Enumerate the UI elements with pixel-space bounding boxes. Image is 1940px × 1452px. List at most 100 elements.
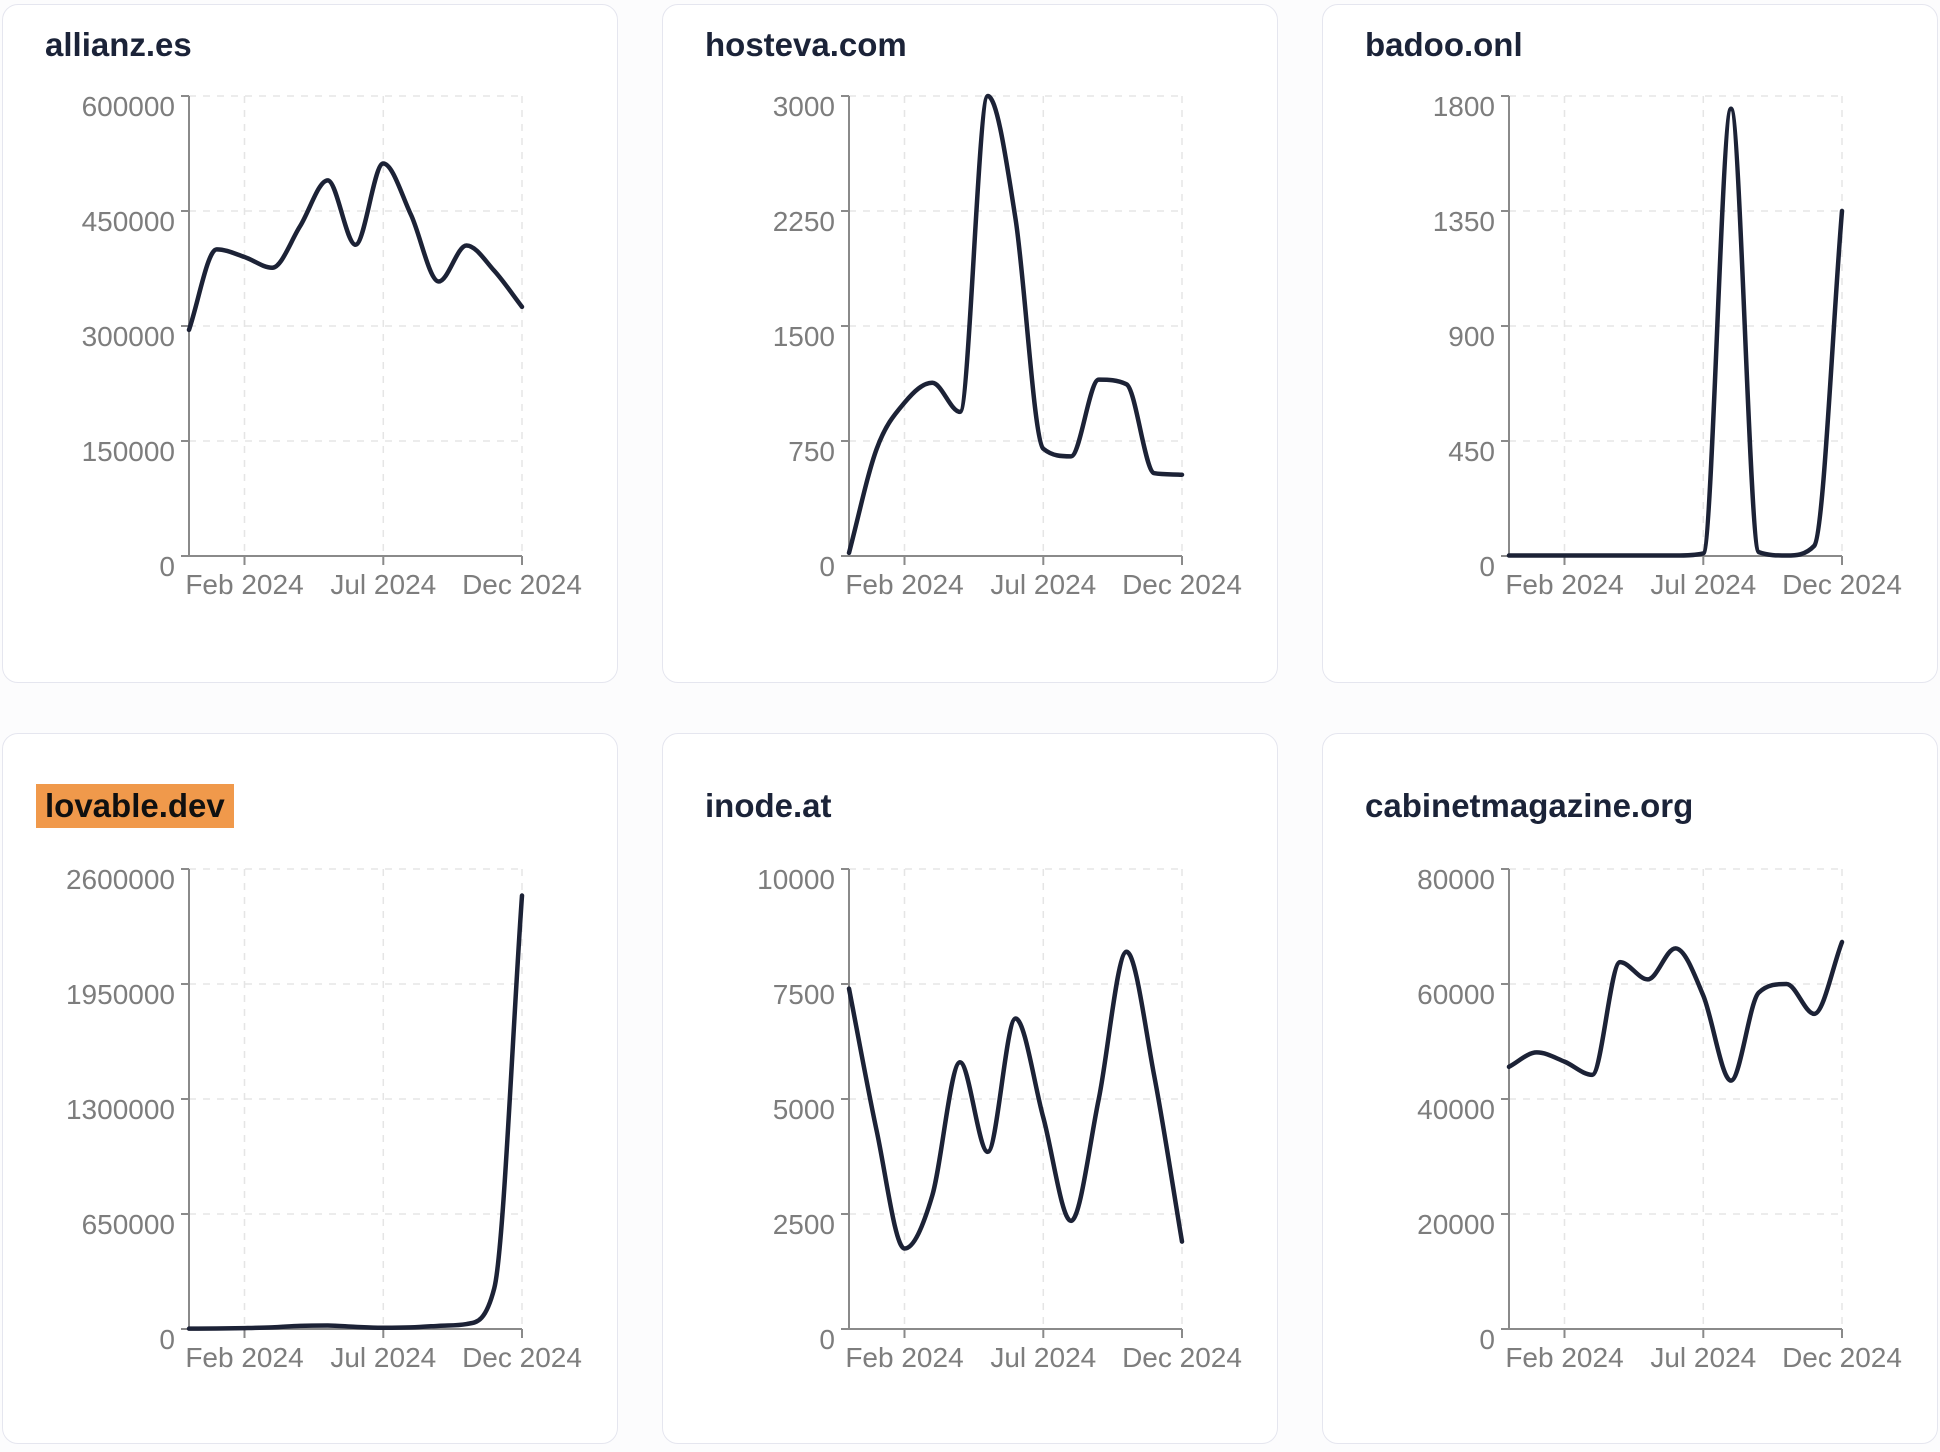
svg-text:Feb 2024: Feb 2024: [845, 1342, 963, 1373]
domain-name-label: badoo.onl: [1365, 26, 1523, 63]
card-title: lovable.dev: [36, 784, 617, 828]
svg-text:0: 0: [1479, 1324, 1495, 1355]
chart-card-lovable-dev: lovable.dev 0 650000 1300000 1950000 2600000…: [2, 733, 618, 1444]
svg-text:Feb 2024: Feb 2024: [1505, 1342, 1623, 1373]
gridlines: [1509, 868, 1843, 1329]
svg-text:Dec 2024: Dec 2024: [1122, 569, 1242, 600]
svg-text:0: 0: [1479, 551, 1495, 582]
svg-text:1800: 1800: [1433, 91, 1495, 122]
svg-text:0: 0: [159, 551, 175, 582]
x-tick-labels: Feb 2024 Jul 2024 Dec 2024: [185, 569, 582, 600]
svg-text:450: 450: [1448, 436, 1495, 467]
svg-text:Feb 2024: Feb 2024: [1505, 569, 1623, 600]
svg-text:Dec 2024: Dec 2024: [1122, 1342, 1242, 1373]
x-tick-labels: Feb 2024 Jul 2024 Dec 2024: [845, 1342, 1242, 1373]
x-tick-labels: Feb 2024 Jul 2024 Dec 2024: [845, 569, 1242, 600]
svg-text:Jul 2024: Jul 2024: [1650, 569, 1756, 600]
card-title: allianz.es: [45, 26, 617, 64]
svg-text:0: 0: [159, 1324, 175, 1355]
y-tick-labels: 0 650000 1300000 1950000 2600000: [66, 864, 175, 1355]
axes: [841, 868, 1183, 1338]
svg-text:1350: 1350: [1433, 206, 1495, 237]
line-chart: 0 20000 40000 60000 80000 Feb 2024 Jul 2024 Dec…: [1323, 839, 1937, 1439]
gridlines: [849, 95, 1183, 556]
line-chart-svg: 0 150000 300000 450000 600000 Feb 2024 Jul 202…: [82, 91, 582, 600]
svg-text:2500: 2500: [773, 1209, 835, 1240]
card-title: cabinetmagazine.org: [1365, 787, 1937, 825]
svg-text:80000: 80000: [1417, 864, 1495, 895]
svg-text:Jul 2024: Jul 2024: [330, 569, 436, 600]
y-tick-labels: 0 2500 5000 7500 10000: [757, 864, 835, 1355]
svg-text:650000: 650000: [82, 1209, 175, 1240]
x-tick-labels: Feb 2024 Jul 2024 Dec 2024: [185, 1342, 582, 1373]
trend-line: [846, 949, 1185, 1251]
svg-text:7500: 7500: [773, 979, 835, 1010]
svg-text:Feb 2024: Feb 2024: [845, 569, 963, 600]
trend-line: [1506, 106, 1845, 558]
card-title: inode.at: [705, 787, 1277, 825]
x-tick-labels: Feb 2024 Jul 2024 Dec 2024: [1505, 1342, 1902, 1373]
domain-name-label: inode.at: [705, 787, 832, 824]
svg-text:2600000: 2600000: [66, 864, 175, 895]
svg-text:5000: 5000: [773, 1094, 835, 1125]
svg-text:Feb 2024: Feb 2024: [185, 569, 303, 600]
chart-card-badoo-onl: badoo.onl 0 450 900 1350 1800 Feb 2024 Jul 202…: [1322, 4, 1938, 683]
svg-text:Jul 2024: Jul 2024: [330, 1342, 436, 1373]
charts-row-2: lovable.dev 0 650000 1300000 1950000 2600000…: [2, 733, 1938, 1444]
line-chart: 0 650000 1300000 1950000 2600000 Feb 2024 Jul …: [3, 839, 617, 1439]
domain-name-label: cabinetmagazine.org: [1365, 787, 1694, 824]
svg-text:3000: 3000: [773, 91, 835, 122]
svg-text:450000: 450000: [82, 206, 175, 237]
trend-line: [186, 161, 525, 333]
svg-text:900: 900: [1448, 321, 1495, 352]
axes: [181, 868, 523, 1338]
line-chart-svg: 0 2500 5000 7500 10000 Feb 2024 Jul 2024 Dec 20…: [757, 864, 1242, 1373]
charts-row-1: allianz.es 0 150000 300000 450000 600000 Feb …: [2, 4, 1938, 683]
line-chart-svg: 0 20000 40000 60000 80000 Feb 2024 Jul 2024 Dec…: [1417, 864, 1902, 1373]
svg-text:Jul 2024: Jul 2024: [990, 1342, 1096, 1373]
trend-line: [1506, 939, 1845, 1083]
svg-text:Feb 2024: Feb 2024: [185, 1342, 303, 1373]
svg-text:10000: 10000: [757, 864, 835, 895]
axes: [841, 95, 1183, 565]
card-title: hosteva.com: [705, 26, 1277, 64]
domain-name-label: hosteva.com: [705, 26, 907, 63]
gridlines: [1509, 95, 1843, 556]
gridlines: [189, 868, 523, 1329]
svg-text:150000: 150000: [82, 436, 175, 467]
svg-text:1300000: 1300000: [66, 1094, 175, 1125]
y-tick-labels: 0 750 1500 2250 3000: [773, 91, 835, 582]
line-chart: 0 150000 300000 450000 600000 Feb 2024 Jul 202…: [3, 66, 617, 666]
axes: [181, 95, 523, 565]
y-tick-labels: 0 150000 300000 450000 600000: [82, 91, 175, 582]
svg-text:Dec 2024: Dec 2024: [1782, 569, 1902, 600]
svg-text:Dec 2024: Dec 2024: [462, 569, 582, 600]
x-tick-labels: Feb 2024 Jul 2024 Dec 2024: [1505, 569, 1902, 600]
svg-text:750: 750: [788, 436, 835, 467]
axes: [1501, 95, 1843, 565]
card-title: badoo.onl: [1365, 26, 1937, 64]
line-chart-svg: 0 450 900 1350 1800 Feb 2024 Jul 2024 Dec 2024: [1433, 91, 1902, 600]
trend-line: [186, 893, 525, 1331]
chart-card-allianz-es: allianz.es 0 150000 300000 450000 600000 Feb …: [2, 4, 618, 683]
svg-text:40000: 40000: [1417, 1094, 1495, 1125]
domain-name-label: allianz.es: [45, 26, 192, 63]
svg-text:20000: 20000: [1417, 1209, 1495, 1240]
svg-text:Dec 2024: Dec 2024: [462, 1342, 582, 1373]
svg-text:60000: 60000: [1417, 979, 1495, 1010]
line-chart-svg: 0 650000 1300000 1950000 2600000 Feb 2024 Jul …: [66, 864, 582, 1373]
line-chart: 0 2500 5000 7500 10000 Feb 2024 Jul 2024 Dec 20…: [663, 839, 1277, 1439]
svg-text:0: 0: [819, 1324, 835, 1355]
svg-text:1950000: 1950000: [66, 979, 175, 1010]
svg-text:300000: 300000: [82, 321, 175, 352]
svg-text:Dec 2024: Dec 2024: [1782, 1342, 1902, 1373]
axes: [1501, 868, 1843, 1338]
svg-text:600000: 600000: [82, 91, 175, 122]
domain-name-label-highlighted: lovable.dev: [36, 784, 234, 828]
svg-text:Jul 2024: Jul 2024: [1650, 1342, 1756, 1373]
line-chart-svg: 0 750 1500 2250 3000 Feb 2024 Jul 2024 Dec 2024: [773, 91, 1242, 600]
trend-line: [846, 93, 1185, 556]
chart-card-inode-at: inode.at 0 2500 5000 7500 10000 Feb 2024 Jul 2…: [662, 733, 1278, 1444]
svg-text:Jul 2024: Jul 2024: [990, 569, 1096, 600]
